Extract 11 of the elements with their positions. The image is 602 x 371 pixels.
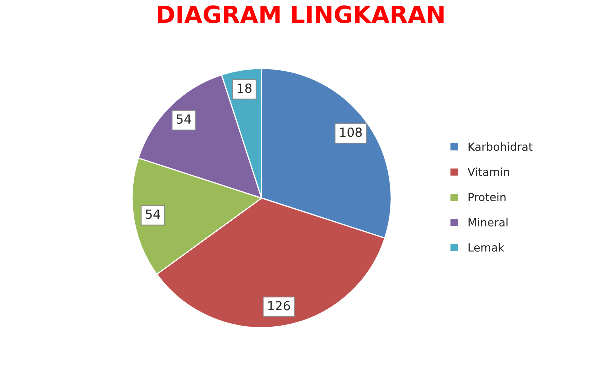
legend-label: Vitamin (468, 168, 510, 176)
legend-label: Mineral (468, 218, 508, 227)
data-label: 54 (146, 210, 160, 220)
data-label: 108 (340, 128, 362, 138)
data-label: 126 (268, 301, 290, 311)
legend-label: Protein (468, 192, 506, 202)
legend-label: Karbohidrat (468, 142, 533, 152)
legend-label: Lemak (468, 243, 505, 252)
data-label: 18 (238, 84, 252, 94)
chart-title: DIAGRAM LINGKARAN (158, 6, 444, 24)
data-label: 54 (177, 114, 192, 124)
